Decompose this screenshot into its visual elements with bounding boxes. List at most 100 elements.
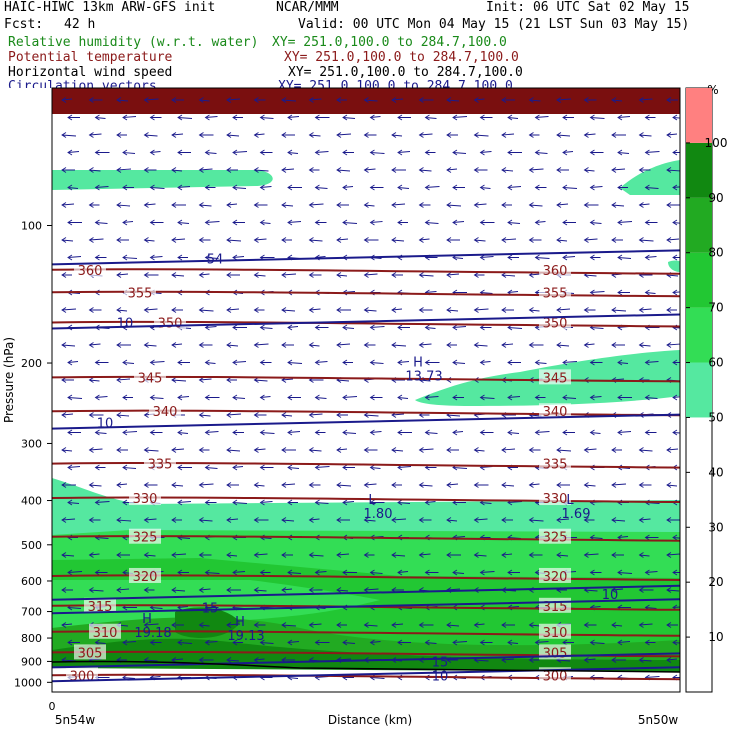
circulation-vector [67, 639, 80, 646]
colorbar-tick-label: 10 [708, 630, 723, 644]
circulation-vector [281, 517, 295, 523]
circulation-vector [418, 97, 434, 103]
circulation-vector [226, 552, 238, 558]
circulation-vector [253, 622, 266, 628]
circulation-vector [287, 639, 300, 646]
circulation-vector [116, 202, 131, 208]
wind-contour-label: 10 [117, 316, 134, 331]
circulation-vector [287, 569, 302, 576]
circulation-vector [88, 447, 103, 453]
circulation-vector [617, 219, 633, 226]
circulation-vector [177, 114, 193, 121]
circulation-vector [424, 639, 437, 646]
circulation-vector [122, 394, 133, 401]
circulation-vector [363, 342, 376, 348]
circulation-vector [666, 237, 680, 243]
field-xy-theta: XY= 251.0,100.0 to 284.7,100.0 [284, 50, 519, 65]
circulation-vector [391, 307, 403, 313]
circulation-vector [88, 132, 102, 138]
circulation-vector [314, 219, 327, 226]
circulation-vector [253, 97, 266, 103]
circulation-vector [583, 622, 597, 628]
circulation-vector [611, 202, 625, 208]
circulation-vector [88, 412, 104, 418]
circulation-vector [226, 202, 238, 208]
circulation-vector [446, 482, 459, 488]
circulation-vector [198, 587, 211, 593]
circulation-vector [336, 447, 348, 453]
theta-label-bg [84, 597, 116, 613]
circulation-vector [589, 184, 603, 191]
circulation-vector [204, 359, 216, 366]
circulation-vector [94, 569, 108, 576]
circulation-vector [336, 482, 352, 488]
circulation-vector [177, 149, 191, 156]
circulation-vector [501, 202, 512, 208]
circulation-vector [479, 569, 495, 576]
field-name-vectors: Circulation vectors [8, 80, 157, 88]
circulation-vector [198, 622, 210, 628]
circulation-vector [253, 482, 265, 488]
circulation-vector [149, 114, 162, 121]
circulation-vector [226, 97, 241, 103]
circulation-vector [314, 499, 329, 506]
circulation-vector [528, 482, 540, 488]
theta-label-bg [539, 528, 571, 544]
theta-contour-label: 325 [543, 531, 568, 546]
circulation-vector [67, 359, 79, 366]
terrain-line [51, 660, 681, 673]
circulation-vector [446, 307, 459, 313]
circulation-vector [617, 254, 632, 261]
circulation-vector [452, 359, 466, 366]
circulation-vector [67, 499, 80, 506]
circulation-vector [198, 657, 214, 663]
circulation-vector [204, 429, 219, 436]
circulation-vector [336, 202, 349, 208]
circulation-vector [336, 97, 347, 103]
circulation-vector [452, 394, 464, 401]
wind-contour [52, 413, 680, 430]
circulation-vector [473, 167, 488, 173]
circulation-vector [171, 307, 183, 313]
extremum-value: 19.18 [134, 626, 171, 641]
circulation-vector [583, 342, 595, 348]
circulation-vector [424, 149, 436, 156]
circulation-vector [611, 132, 626, 138]
circulation-vector [391, 237, 405, 243]
circulation-vector [666, 307, 677, 313]
circulation-vector [198, 202, 212, 208]
circulation-vector [528, 342, 544, 348]
theta-label-bg [539, 369, 571, 385]
circulation-vector [446, 167, 458, 173]
circulation-vector [61, 377, 74, 383]
circulation-vector [583, 202, 599, 208]
circulation-vector [198, 447, 210, 453]
circulation-vector [226, 132, 240, 138]
colorbar-tick-label: 30 [708, 520, 723, 534]
circulation-vector [556, 517, 570, 523]
wind-contour [52, 598, 680, 615]
circulation-vector [177, 254, 188, 261]
circulation-vector [397, 394, 409, 401]
circulation-vector [308, 97, 322, 103]
circulation-vector [94, 254, 107, 261]
circulation-vector [369, 324, 385, 331]
circulation-vector [61, 622, 73, 628]
circulation-vector [424, 429, 438, 436]
circulation-vector [534, 114, 549, 121]
circulation-vector [672, 429, 680, 436]
circulation-vector [88, 342, 101, 348]
circulation-vector [363, 307, 377, 313]
circulation-vector [281, 587, 293, 593]
circulation-vector [562, 429, 575, 436]
circulation-vector [226, 272, 240, 278]
circulation-vector [507, 114, 519, 121]
circulation-vector [88, 517, 101, 523]
circulation-vector [116, 97, 129, 103]
theta-contour-label: 345 [138, 371, 163, 386]
circulation-vector [363, 622, 378, 628]
circulation-vector [424, 184, 440, 191]
circulation-vector [473, 132, 489, 138]
circulation-vector [672, 359, 680, 366]
circulation-vector [611, 97, 623, 103]
